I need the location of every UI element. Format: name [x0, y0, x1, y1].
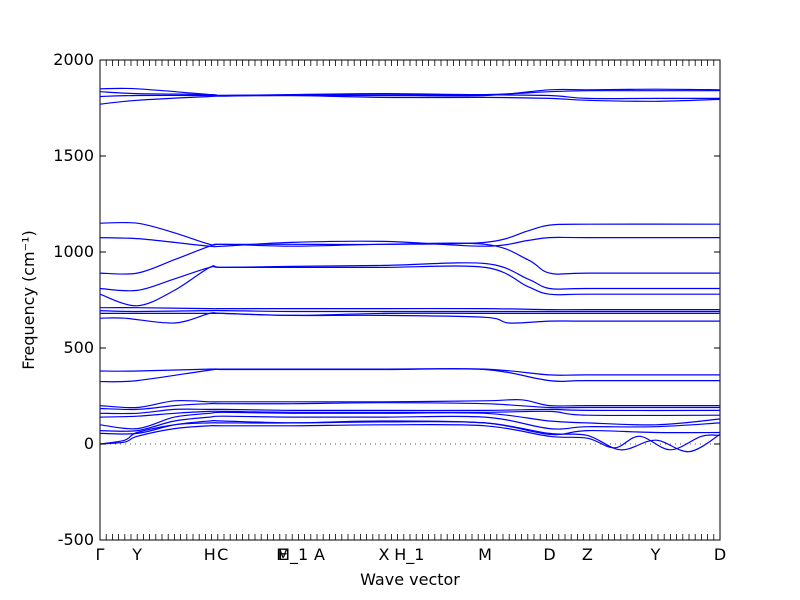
band-line-2 — [99, 90, 720, 97]
band-line-17 — [99, 402, 720, 411]
y-axis-ticks: -500 0 500 1000 1500 2000 — [53, 50, 720, 549]
y-tick-label: -500 — [58, 530, 94, 549]
y-tick-label: 500 — [63, 338, 94, 357]
x-tick-label: E — [278, 545, 288, 564]
x-tick-label: Y — [650, 545, 661, 564]
band-line-4 — [99, 94, 721, 105]
x-tick-label: Γ — [96, 545, 105, 564]
band-line-8 — [99, 262, 720, 292]
band-line-1 — [99, 87, 721, 97]
plot-frame — [99, 59, 721, 541]
band-line-19 — [99, 410, 721, 418]
band-line-20 — [99, 411, 721, 430]
y-tick-label: 0 — [84, 434, 94, 453]
y-axis-title: Frequency (cm⁻¹) — [19, 230, 38, 369]
plot-area — [99, 59, 721, 541]
x-tick-label: Y — [131, 545, 142, 564]
x-axis-ticks: Γ Y H C EM_1 A X H_1 M D Z Y D — [96, 60, 726, 565]
band-line-24 — [99, 423, 721, 451]
band-line-10 — [99, 307, 720, 311]
band-line-16 — [99, 398, 720, 409]
x-tick-label: C — [217, 545, 228, 564]
x-tick-label: H — [204, 545, 216, 564]
x-tick-label: D — [714, 545, 726, 564]
x-tick-label: H_1 — [394, 545, 424, 565]
x-tick-label: Z — [582, 545, 593, 564]
x-axis-title: Wave vector — [360, 570, 460, 589]
band-line-15 — [99, 368, 720, 383]
x-tick-label: M_1 — [276, 545, 308, 565]
x-tick-label: A — [314, 545, 325, 564]
band-line-23 — [99, 420, 721, 453]
band-line-3 — [99, 94, 720, 100]
band-line-21 — [99, 415, 721, 432]
y-tick-label: 1000 — [53, 242, 94, 261]
band-line-11 — [99, 309, 720, 313]
x-tick-label: M — [478, 545, 492, 564]
y-tick-label: 1500 — [53, 146, 94, 165]
band-line-9 — [99, 265, 720, 307]
band-line-7 — [99, 242, 720, 275]
band-line-13 — [99, 312, 720, 324]
band-line-12 — [100, 312, 720, 317]
x-tick-label: X — [378, 545, 389, 564]
phonon-bands — [99, 87, 721, 453]
x-tick-label: D — [543, 545, 555, 564]
band-line-6 — [99, 236, 720, 248]
band-line-18 — [99, 408, 721, 415]
y-tick-label: 2000 — [53, 50, 94, 69]
